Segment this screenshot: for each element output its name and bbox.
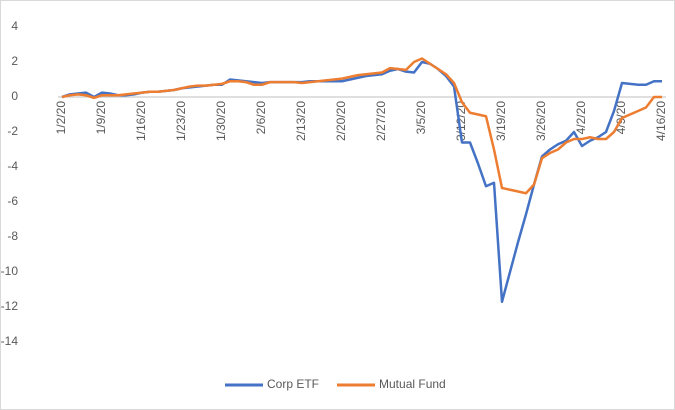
y-tick-label: -14 <box>1 334 19 348</box>
x-tick-label: 1/23/20 <box>174 101 188 141</box>
legend-label: Corp ETF <box>267 377 319 391</box>
x-tick-label: 1/2/20 <box>54 101 68 135</box>
x-tick-label: 3/19/20 <box>494 101 508 141</box>
x-tick-label: 2/20/20 <box>334 101 348 141</box>
x-tick-label: 3/26/20 <box>534 101 548 141</box>
x-tick-label: 1/30/20 <box>214 101 228 141</box>
y-tick-label: 2 <box>11 54 18 68</box>
y-tick-label: 0 <box>11 89 18 103</box>
y-tick-label: -6 <box>7 194 18 208</box>
x-tick-label: 4/2/20 <box>574 101 588 135</box>
series-line <box>61 57 662 195</box>
x-tick-label: 4/16/20 <box>654 101 668 141</box>
y-tick-label: -12 <box>1 299 19 313</box>
x-tick-label: 2/13/20 <box>294 101 308 141</box>
x-tick-label: 2/27/20 <box>374 101 388 141</box>
legend-label: Mutual Fund <box>379 377 446 391</box>
y-tick-label: -8 <box>7 229 18 243</box>
x-tick-label: 1/16/20 <box>134 101 148 141</box>
y-tick-label: -2 <box>7 124 18 138</box>
x-tick-label: 1/9/20 <box>94 101 108 135</box>
y-tick-label: -4 <box>7 159 18 173</box>
x-tick-label: 2/6/20 <box>254 101 268 135</box>
y-tick-label: -10 <box>1 264 19 278</box>
x-tick-label: 3/5/20 <box>414 101 428 135</box>
y-tick-label: 4 <box>11 19 18 33</box>
